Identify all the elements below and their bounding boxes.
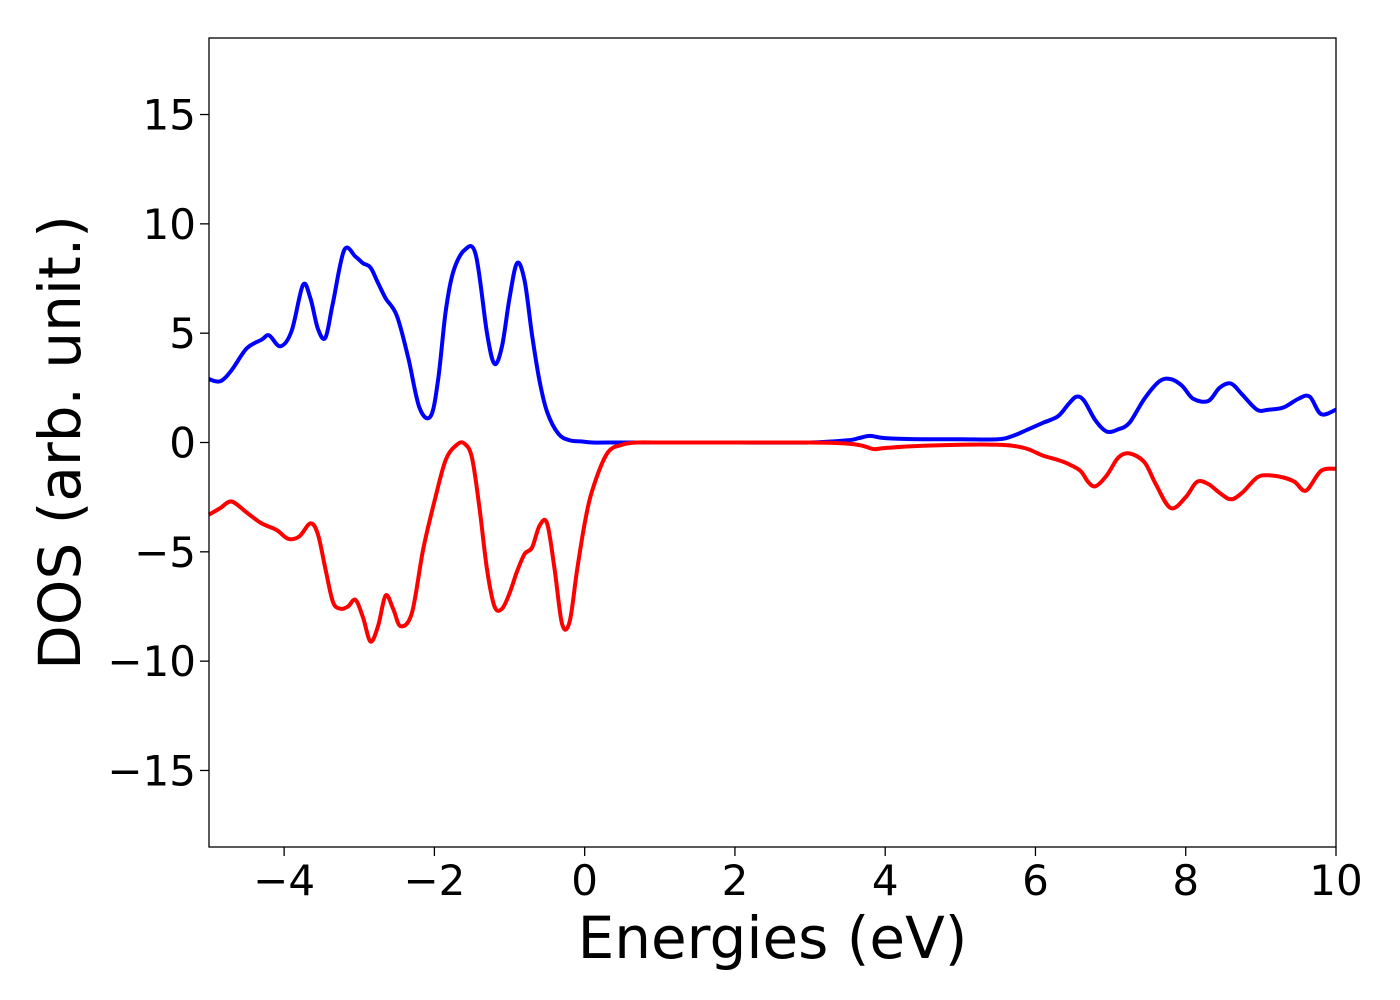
y-tick-label: 10 (143, 200, 196, 249)
x-tick-label: 10 (1309, 856, 1362, 905)
series-line-1 (207, 440, 1337, 644)
y-axis-label: DOS (arb. unit.) (26, 215, 94, 670)
x-axis-label: Energies (eV) (578, 904, 968, 972)
x-tick-label: 4 (872, 856, 899, 905)
y-tick-label: −5 (134, 528, 196, 577)
x-tick-label: 0 (571, 856, 598, 905)
y-tick-label: −10 (107, 637, 196, 686)
series-layer (207, 244, 1337, 644)
x-tick-label: −2 (403, 856, 465, 905)
x-tick-label: 6 (1022, 856, 1049, 905)
y-tick-label: 5 (169, 309, 196, 358)
x-tick-label: 2 (722, 856, 749, 905)
x-tick-label: −4 (253, 856, 315, 905)
series-line-0 (208, 244, 1337, 445)
y-tick-label: −15 (107, 746, 196, 795)
x-tick-label: 8 (1172, 856, 1199, 905)
ticks-layer: −4 −2 0 2 4 6 8 10 −15 −10 −5 0 5 10 15 (107, 91, 1362, 905)
y-tick-label: 0 (169, 419, 196, 468)
y-tick-label: 15 (143, 91, 196, 140)
